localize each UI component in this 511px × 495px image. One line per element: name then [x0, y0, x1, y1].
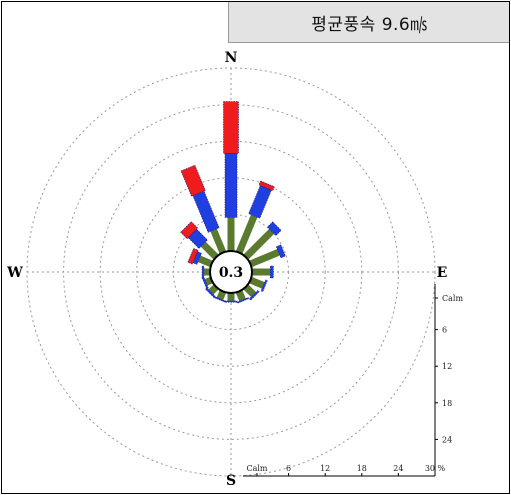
petal-nw — [180, 221, 219, 260]
petal-segment — [275, 244, 286, 259]
petal-ese — [249, 276, 268, 293]
petal-segment — [258, 180, 275, 192]
petal-e — [252, 265, 274, 279]
petal-wnw — [187, 248, 213, 268]
petal-segment — [200, 241, 219, 260]
calm-circle — [209, 250, 253, 294]
petal-segment — [187, 228, 208, 249]
compass-label-s: S — [226, 473, 236, 489]
petal-segment — [180, 164, 206, 197]
compass-label-e: E — [437, 265, 448, 281]
petal-segment — [243, 228, 275, 260]
petal-segment — [269, 265, 274, 279]
petal-segment — [235, 214, 258, 254]
compass-label-n: N — [225, 50, 238, 66]
petal-ene — [249, 244, 286, 268]
petal-segment — [210, 228, 227, 254]
petal-segment — [180, 221, 199, 240]
petal-segment — [236, 297, 249, 304]
petal-n — [223, 101, 239, 251]
average-wind-speed-text: 평균풍속 9.6㎧ — [311, 14, 428, 35]
calm-percent-label: 0.3 — [219, 265, 243, 281]
y-axis-tick-label: Calm — [442, 294, 463, 303]
petal-nne — [235, 180, 275, 254]
petal-segment — [227, 217, 235, 251]
petal-w — [201, 265, 210, 279]
petal-segment — [249, 249, 280, 268]
y-axis-tick-label: 6 — [442, 326, 447, 335]
average-wind-speed-banner: 평균풍속 9.6㎧ — [228, 2, 509, 43]
compass-label-w: W — [6, 265, 23, 281]
petal-segment — [187, 248, 199, 265]
radial-grid — [26, 67, 436, 477]
petal-nnw — [180, 164, 227, 254]
petal-segment — [248, 185, 272, 219]
x-axis-tick-label: 18 — [357, 464, 367, 473]
y-axis-tick-label: 24 — [442, 435, 452, 444]
petal-segment — [260, 279, 268, 293]
wind-petals — [180, 101, 286, 304]
petal-segment — [235, 290, 246, 302]
petal-segment — [267, 221, 282, 236]
petal-segment — [223, 101, 239, 154]
petal-ne — [243, 221, 282, 260]
petal-segment — [197, 255, 213, 268]
grid-ring — [136, 177, 326, 367]
y-axis-tick-label: 18 — [442, 399, 452, 408]
petal-segment — [224, 153, 238, 218]
x-axis-tick-label: 12 — [320, 464, 330, 473]
petal-sse — [235, 290, 249, 304]
petal-segment — [224, 300, 238, 303]
petal-s — [224, 293, 238, 303]
petal-segment — [203, 268, 210, 276]
x-axis-tick-label: 6 — [286, 464, 291, 473]
x-axis-tick-label: Calm — [246, 464, 267, 473]
petal-segment — [192, 190, 220, 233]
petal-segment — [201, 265, 205, 279]
petal-segment — [205, 287, 216, 298]
petal-segment — [227, 293, 235, 301]
petal-segment — [252, 268, 271, 276]
petal-segment — [248, 289, 260, 301]
x-axis-tick-label: 24 — [393, 464, 403, 473]
petal-segment — [249, 276, 265, 289]
y-axis-tick-label: 12 — [442, 362, 452, 371]
